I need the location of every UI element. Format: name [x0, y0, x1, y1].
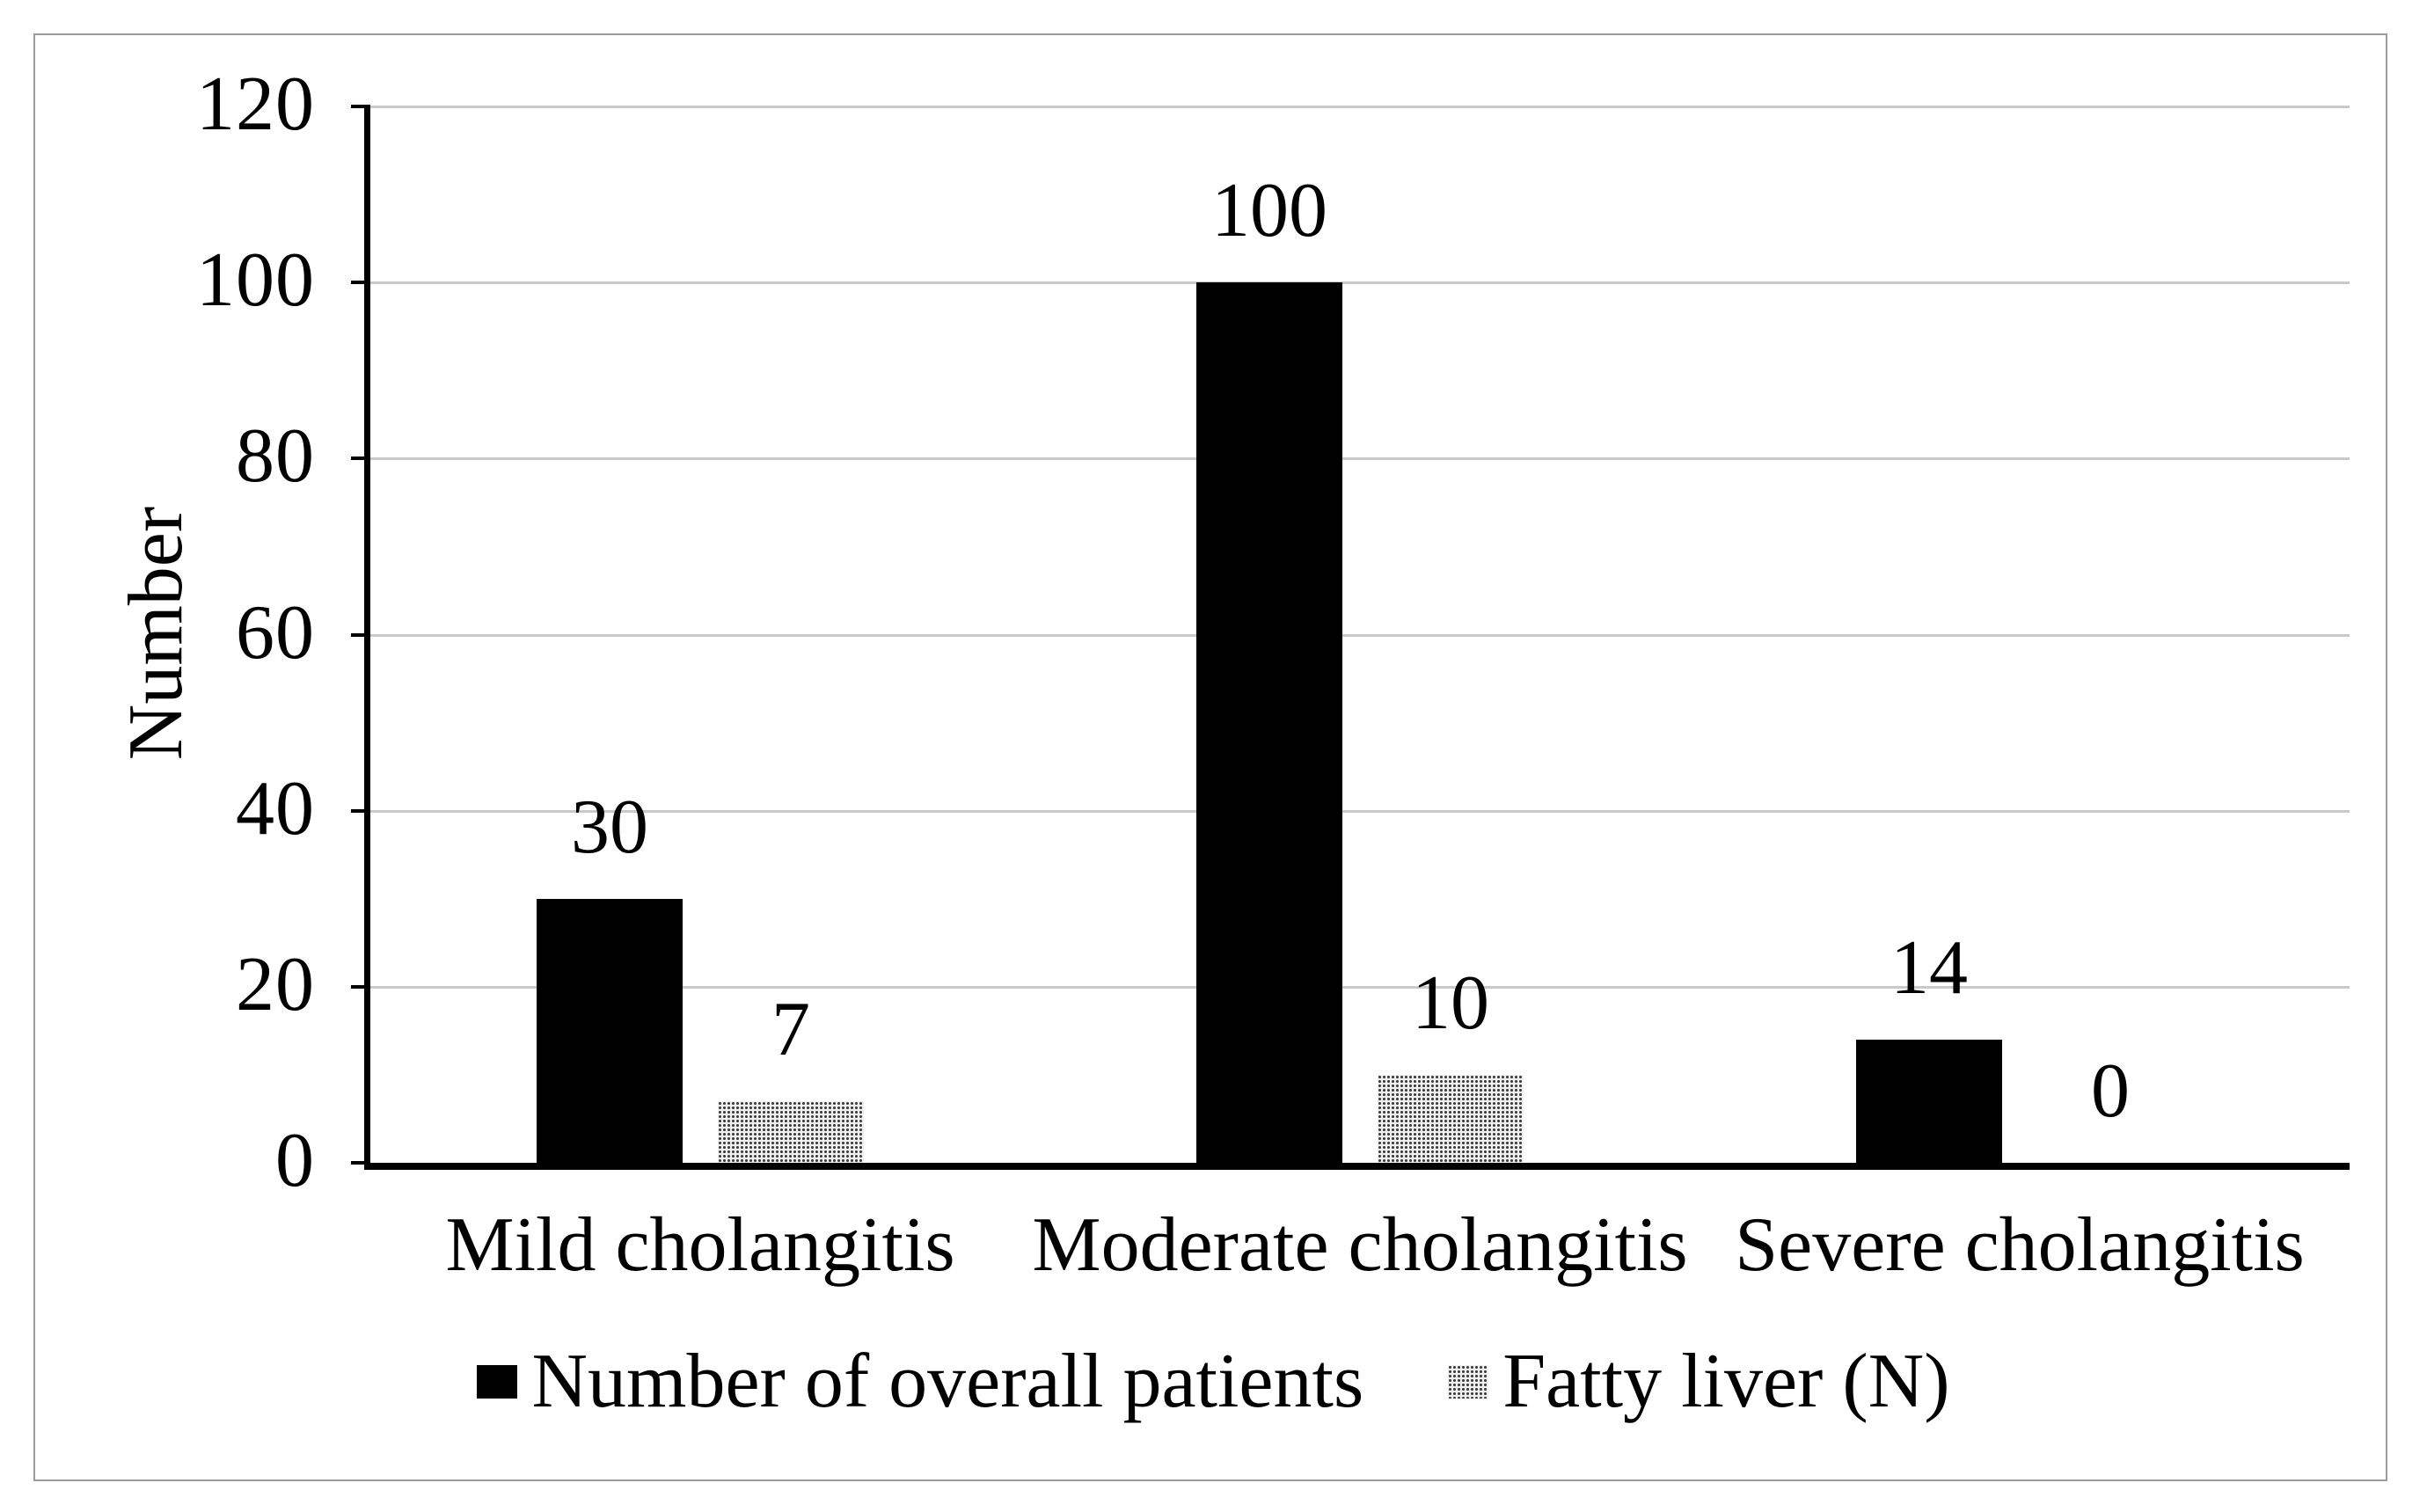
- y-axis-line: [364, 105, 370, 1170]
- bar: [1378, 1074, 1524, 1163]
- y-tick-label: 40: [236, 765, 315, 851]
- y-tick-mark: [351, 281, 365, 285]
- gridline: [370, 457, 2350, 461]
- y-tick-mark: [351, 457, 365, 461]
- data-label: 100: [1211, 168, 1327, 254]
- data-label: 30: [571, 784, 648, 870]
- gridline: [370, 281, 2350, 285]
- y-tick-label: 80: [236, 413, 315, 500]
- y-tick-label: 0: [275, 1118, 315, 1203]
- y-tick-mark: [351, 984, 365, 989]
- bar: [718, 1100, 864, 1163]
- data-label: 7: [771, 986, 810, 1072]
- data-label: 10: [1412, 960, 1489, 1046]
- category-label: Moderate cholangitis: [1032, 1202, 1688, 1288]
- chart-legend: Number of overall patients Fatty liver (N…: [0, 1333, 2427, 1430]
- legend-label: Number of overall patients: [531, 1339, 1364, 1424]
- data-label: 14: [1890, 924, 1968, 1011]
- legend-item: Number of overall patients: [477, 1343, 1363, 1421]
- bar: [1856, 1039, 2002, 1163]
- y-tick-label: 20: [236, 941, 315, 1027]
- y-tick-mark: [351, 105, 365, 108]
- legend-label: Fatty liver (N): [1502, 1339, 1950, 1424]
- category-label: Mild cholangitis: [445, 1202, 955, 1288]
- gridline: [370, 985, 2350, 989]
- y-tick-label: 120: [196, 62, 315, 147]
- gridline: [370, 809, 2350, 813]
- gridline: [370, 106, 2350, 108]
- legend-item: Fatty liver (N): [1448, 1339, 1950, 1424]
- category-label: Severe cholangitis: [1735, 1202, 2305, 1288]
- gridline: [370, 633, 2350, 637]
- y-tick-label: 60: [236, 589, 315, 676]
- data-label: 0: [2091, 1048, 2130, 1134]
- figure-border: [33, 33, 2387, 1481]
- legend-swatch: [1448, 1365, 1489, 1399]
- y-tick-mark: [351, 632, 365, 637]
- x-axis-line: [364, 1163, 2350, 1170]
- plot-area: 30 7 100 10 14 0: [370, 106, 2350, 1163]
- bar: [537, 898, 683, 1163]
- y-tick-label: 100: [196, 237, 315, 324]
- y-tick-mark: [351, 808, 365, 813]
- legend-swatch: [477, 1365, 518, 1399]
- bar: [1196, 282, 1342, 1163]
- y-tick-mark: [351, 1161, 365, 1165]
